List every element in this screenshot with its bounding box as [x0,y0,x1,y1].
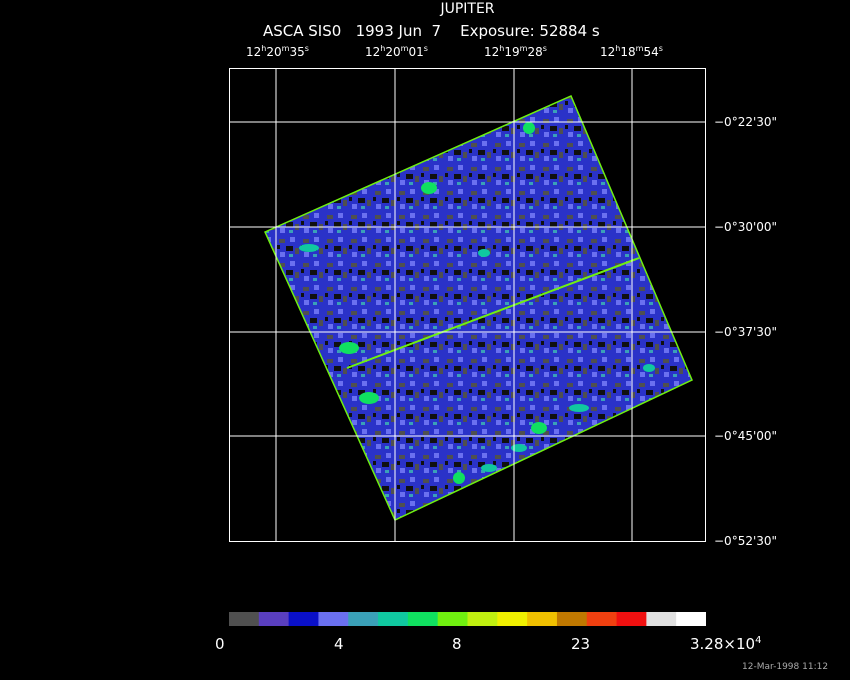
dec-tick-label: −0°22'30" [714,115,778,129]
color-scale-tick-label: 8 [452,635,462,653]
dec-tick-label: −0°45'00" [714,429,778,443]
ra-tick-label: 12h20m01s [365,44,428,59]
color-scale-tick-label: 4 [334,635,344,653]
emission-spot [643,364,655,372]
detector-image [264,95,693,522]
emission-spot [478,249,490,257]
emission-spot [523,122,535,134]
color-scale-tick-label: 3.28×104 [690,635,762,653]
image-frame [229,68,706,542]
color-swatch [676,612,706,626]
color-swatch [229,612,260,626]
ra-tick-label: 12h19m28s [484,44,547,59]
emission-spot [511,444,527,452]
color-swatch [586,612,618,626]
observation-subtitle: ASCA SIS0 1993 Jun 7 Exposure: 52884 s [263,22,600,40]
color-scale-bar [229,612,706,626]
frame-border [229,68,706,542]
dec-tick-label: −0°52'30" [714,534,778,548]
color-swatch [527,612,558,626]
ra-tick-label: 12h18m54s [600,44,663,59]
color-swatch [288,612,319,626]
emission-spot [569,404,589,412]
emission-spot [531,422,547,434]
color-swatch [646,612,677,626]
color-swatch [258,612,290,626]
ra-tick-label: 12h20m35s [246,44,309,59]
color-swatch [348,612,379,626]
color-swatch [437,612,468,626]
color-swatch [407,612,439,626]
timestamp: 12-Mar-1998 11:12 [742,662,829,672]
emission-spot [299,244,319,252]
emission-spot [481,464,497,472]
chip-gap [346,257,640,369]
dec-tick-label: −0°30'00" [714,220,778,234]
emission-spot [453,472,465,484]
color-swatch [497,612,528,626]
emission-spot [359,392,379,404]
image-title: JUPITER [440,1,495,17]
color-swatch [318,612,349,626]
dec-tick-label: −0°37'30" [714,325,778,339]
color-swatch [378,612,409,626]
color-swatch [616,612,647,626]
color-scale-tick-label: 0 [215,635,225,653]
color-swatch [467,612,498,626]
emission-spot [421,182,437,194]
color-scale-tick-label: 23 [571,635,591,653]
color-swatch [556,612,588,626]
emission-spot [339,342,359,354]
